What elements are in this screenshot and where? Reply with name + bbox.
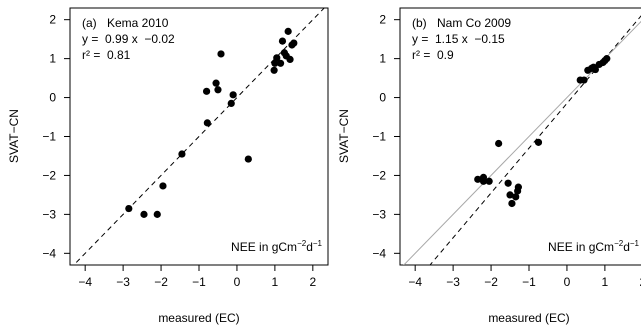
reference-lines [73,8,325,265]
regression-equation: y = 1.15 x −0.15 [412,32,505,46]
data-point [514,183,522,191]
data-point [534,138,543,146]
y-axis-ticks: −4 −3 −2 −1 0 1 2 [372,13,400,260]
regression-line [429,15,641,265]
flux-unit-label: NEE in gCm−2d−1 [231,239,323,254]
data-point [508,199,516,208]
panel-a: −4 −3 −2 −1 0 1 2 −4 −3 −2 −1 0 1 2 (a) Kema 2010 y … [7,7,329,325]
x-axis-ticks: −4 −3 −2 −1 0 1 2 [78,265,316,289]
data-point [603,55,611,63]
data-point [140,210,148,218]
x-tick-label: 0 [564,275,571,289]
data-point [212,79,220,87]
data-point [153,210,161,218]
data-point [290,39,298,47]
y-axis-label: SVAT−CN [7,109,21,163]
identity-line [403,20,641,265]
data-point [284,27,292,35]
x-tick-label: −2 [484,275,498,289]
data-point [217,50,225,58]
panel-label: (b) [412,16,427,30]
y-tick-label: 2 [49,13,56,27]
data-point [227,99,235,108]
y-axis-ticks: −4 −3 −2 −1 0 1 2 [42,13,70,260]
site-label: Kema 2010 [107,16,169,30]
data-point [276,59,285,67]
identity-line [73,8,325,265]
x-tick-label: −4 [408,275,422,289]
data-point [271,59,279,67]
plot-frame [399,7,641,266]
x-axis-label: measured (EC) [488,311,569,325]
y-tick-label: 0 [379,91,386,105]
y-tick-label: −3 [42,207,56,221]
y-tick-label: 1 [49,52,56,66]
x-tick-label: −1 [522,275,536,289]
y-tick-label: −3 [372,207,386,221]
data-point [474,175,482,183]
x-axis-label: measured (EC) [158,311,239,325]
x-tick-label: −3 [116,275,130,289]
data-point [229,91,237,99]
x-tick-label: −2 [154,275,168,289]
y-tick-label: 2 [379,13,386,27]
x-tick-label: 0 [234,275,241,289]
data-point [512,193,520,201]
data-points [474,55,611,208]
y-axis-label: SVAT−CN [337,109,351,163]
regression-equation: y = 0.99 x −0.02 [82,32,175,46]
data-point [580,76,588,84]
data-point [244,155,252,163]
x-axis-ticks: −4 −3 −2 −1 0 1 2 [408,265,641,289]
data-point [278,37,287,45]
site-label: Nam Co 2009 [437,16,511,30]
y-tick-label: −4 [42,246,56,260]
x-tick-label: 1 [272,275,279,289]
data-point [504,179,512,187]
data-point [591,65,599,74]
y-tick-label: −2 [42,168,56,182]
y-tick-label: 1 [379,52,386,66]
data-point [125,204,133,213]
data-point [273,54,281,62]
data-point [203,119,211,127]
x-tick-label: −4 [78,275,92,289]
y-tick-label: 0 [49,91,56,105]
data-point [485,177,493,185]
data-point [214,86,222,94]
data-point [495,139,503,148]
data-point [159,182,167,190]
x-tick-label: 1 [602,275,609,289]
y-tick-label: −4 [372,246,386,260]
y-tick-label: −1 [42,130,56,144]
y-tick-label: −2 [372,168,386,182]
reference-lines [403,15,641,265]
data-point [202,87,211,95]
flux-unit-label: NEE in gCm−2d−1 [548,239,640,254]
x-tick-label: −1 [192,275,206,289]
data-points [125,27,298,218]
panel-label: (a) [82,16,97,30]
data-point [506,191,514,199]
data-point [178,150,186,158]
data-point [479,177,488,185]
r-squared: r² = 0.9 [412,48,454,62]
y-tick-label: −1 [372,130,386,144]
r-squared: r² = 0.81 [82,48,131,62]
x-tick-label: 2 [639,275,641,289]
data-point [286,55,294,64]
x-tick-label: −3 [446,275,460,289]
x-tick-label: 2 [309,275,316,289]
data-point [270,66,278,74]
